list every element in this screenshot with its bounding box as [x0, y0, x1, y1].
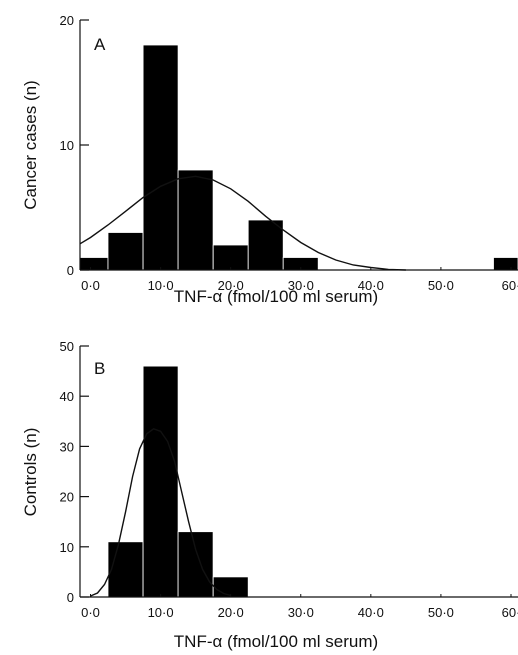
panel-b-y-tick-label-3: 30 — [60, 439, 74, 454]
panel-a-x-tick-labels: 0·0 10·0 20·0 30·0 40·0 50·0 60· — [81, 278, 518, 293]
panel-b-letter: B — [94, 359, 105, 378]
panel-a-y-tick-label-1: 10 — [60, 138, 74, 153]
panel-a-x-tick-label-1: 10·0 — [148, 278, 174, 293]
panel-a-y-tick-labels: 0 10 20 — [60, 13, 74, 278]
panel-b-x-tick-labels: 0·0 10·0 20·0 30·0 40·0 50·0 60· — [81, 605, 518, 620]
panel-a-bar-2 — [142, 44, 179, 271]
panel-b-bar-3 — [212, 576, 249, 598]
panel-a-x-tick-label-6: 60· — [502, 278, 518, 293]
panel-a-bar-5 — [247, 219, 284, 271]
panel-b-x-tick-label-4: 40·0 — [358, 605, 384, 620]
panel-b-histogram: 0·0 10·0 20·0 30·0 40·0 50·0 60· 0 10 20 30 40 50 B… — [21, 339, 518, 651]
panel-a-bar-3 — [177, 169, 214, 271]
panel-b-axes — [79, 345, 518, 598]
panel-a-x-tick-label-0: 0·0 — [81, 278, 100, 293]
panel-b-y-tick-labels: 0 10 20 30 40 50 — [60, 339, 74, 605]
panel-b-fit-curve — [90, 428, 231, 597]
panel-b-x-tick-label-6: 60· — [502, 605, 518, 620]
panel-b-bar-2 — [177, 531, 214, 598]
panel-a-bar-7 — [493, 257, 518, 271]
panel-b-y-tick-label-0: 0 — [67, 590, 74, 605]
panel-b-x-tick-label-1: 10·0 — [148, 605, 174, 620]
panel-b-x-tick-label-3: 30·0 — [288, 605, 314, 620]
panel-b-bar-0 — [107, 541, 144, 598]
panel-a-y-axis-title: Cancer cases (n) — [21, 80, 40, 209]
panel-a-bars — [79, 44, 518, 271]
panel-b-y-axis-title: Controls (n) — [21, 428, 40, 517]
panel-a-y-tick-label-0: 0 — [67, 263, 74, 278]
panel-b-y-tick-label-2: 20 — [60, 490, 74, 505]
panel-b-x-tick-label-5: 50·0 — [428, 605, 454, 620]
panel-a-bar-1 — [107, 232, 144, 271]
panel-a-x-tick-label-4: 40·0 — [358, 278, 384, 293]
panel-a-axes — [79, 19, 518, 271]
panel-b-y-tick-label-4: 40 — [60, 389, 74, 404]
panel-a-y-tick-label-2: 20 — [60, 13, 74, 28]
panel-a-bar-0 — [79, 257, 109, 271]
panel-b-bar-1 — [142, 365, 179, 598]
panel-a-x-tick-label-2: 20·0 — [218, 278, 244, 293]
panel-b-x-tick-label-2: 20·0 — [218, 605, 244, 620]
panel-a-x-axis-title: TNF-α (fmol/100 ml serum) — [174, 287, 378, 306]
panel-b-x-tick-label-0: 0·0 — [81, 605, 100, 620]
panel-a-letter: A — [94, 35, 106, 54]
panel-b-y-tick-label-5: 50 — [60, 339, 74, 354]
panel-a-bar-4 — [212, 244, 249, 271]
panel-b-x-axis-title: TNF-α (fmol/100 ml serum) — [174, 632, 378, 651]
panel-b-y-tick-label-1: 10 — [60, 540, 74, 555]
panel-b-bars — [107, 365, 249, 598]
panel-a-x-tick-label-5: 50·0 — [428, 278, 454, 293]
panel-a-histogram: 0·0 10·0 20·0 30·0 40·0 50·0 60· 0 10 20 A TNF-α… — [21, 13, 518, 306]
panel-a-fit-curve — [79, 175, 406, 271]
panel-a-x-tick-label-3: 30·0 — [288, 278, 314, 293]
